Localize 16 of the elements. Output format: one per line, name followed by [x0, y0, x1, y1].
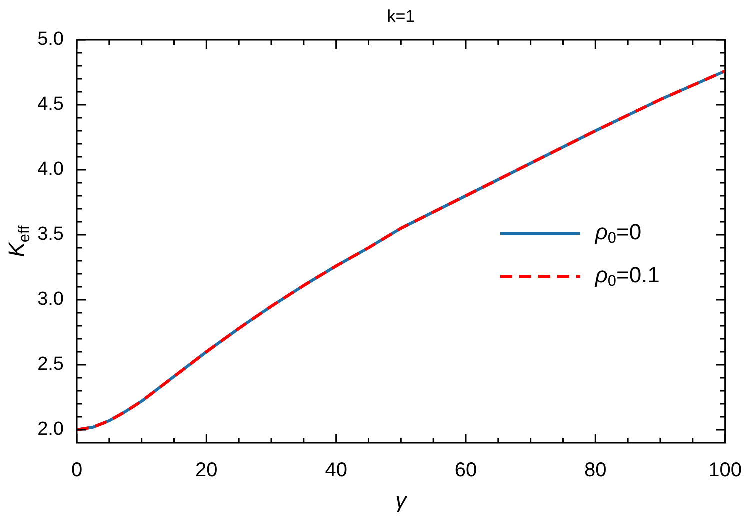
y-tick-label: 2.0: [38, 419, 64, 440]
x-axis-title: γ: [396, 488, 409, 513]
x-tick-label: 20: [196, 460, 218, 482]
y-tick-label: 2.5: [38, 354, 64, 376]
y-axis-title: Keff: [4, 225, 34, 258]
y-tick-label: 5.0: [38, 29, 64, 50]
y-tick-label: 3.0: [38, 289, 64, 310]
x-tick-label: 80: [584, 460, 607, 482]
y-tick-label: 3.5: [38, 224, 64, 246]
x-tick-label: 40: [325, 460, 348, 482]
y-tick-label: 4.0: [38, 159, 64, 180]
x-tick-label: 0: [71, 460, 83, 482]
y-tick-label: 4.5: [38, 94, 64, 116]
x-tick-label: 100: [708, 460, 742, 482]
chart-title: k=1: [387, 7, 416, 26]
x-tick-label: 60: [454, 460, 478, 482]
